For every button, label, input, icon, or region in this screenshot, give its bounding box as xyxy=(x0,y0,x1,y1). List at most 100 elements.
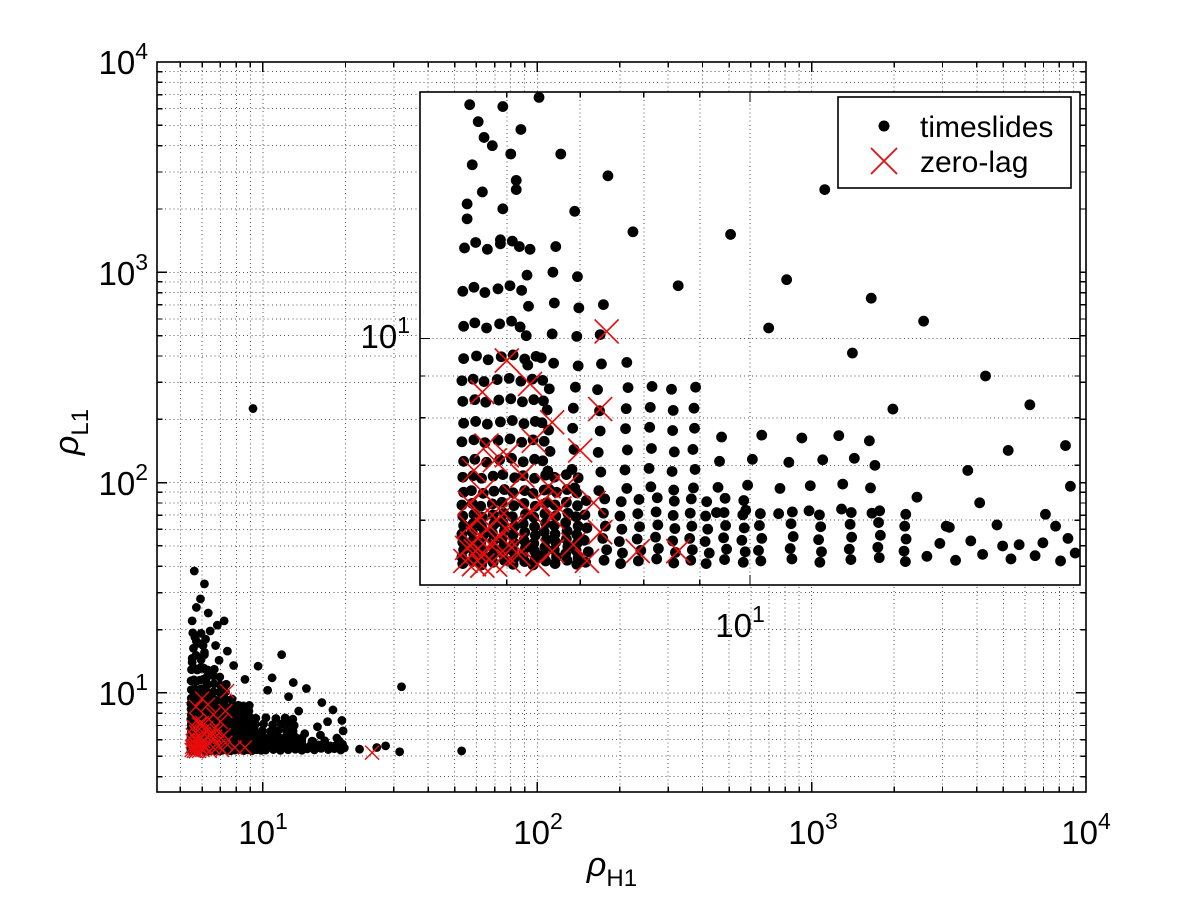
scatter-point xyxy=(625,538,651,564)
scatter-point xyxy=(596,358,607,370)
scatter-point xyxy=(528,490,554,516)
inset-scatter-area xyxy=(452,92,1080,579)
scatter-point xyxy=(773,508,785,520)
scatter-point xyxy=(598,554,610,566)
scatter-point xyxy=(581,490,607,516)
scatter-point xyxy=(493,394,505,406)
scatter-point xyxy=(196,594,205,604)
scatter-point xyxy=(900,508,912,520)
scatter-point xyxy=(528,538,540,549)
scatter-point xyxy=(205,626,215,636)
scatter-point xyxy=(689,464,701,475)
scatter-point xyxy=(550,241,562,252)
scatter-point xyxy=(492,434,504,446)
scatter-point xyxy=(816,546,827,558)
scatter-point xyxy=(505,541,532,567)
scatter-point xyxy=(643,463,655,474)
scatter-point xyxy=(650,531,661,543)
scatter-point xyxy=(529,472,540,484)
scatter-point xyxy=(476,511,488,523)
scatter-point xyxy=(481,322,492,334)
scatter-point xyxy=(571,330,583,342)
scatter-point xyxy=(468,281,480,293)
scatter-point xyxy=(593,485,605,497)
scatter-point xyxy=(510,174,522,186)
scatter-point xyxy=(284,692,293,702)
scatter-point xyxy=(567,422,579,434)
scatter-point xyxy=(712,481,724,493)
scatter-point xyxy=(740,504,752,516)
zero-lag-series xyxy=(452,318,691,579)
scatter-point xyxy=(457,513,483,539)
scatter-point xyxy=(667,425,679,436)
scatter-point xyxy=(200,579,209,589)
scatter-point xyxy=(496,496,508,508)
scatter-point xyxy=(323,717,332,727)
scatter-point xyxy=(688,482,699,494)
scatter-point xyxy=(667,404,679,416)
scatter-point xyxy=(209,664,219,674)
scatter-point xyxy=(519,526,531,538)
scatter-point xyxy=(721,543,732,555)
scatter-point xyxy=(473,432,500,459)
scatter-point xyxy=(599,493,611,505)
scatter-point xyxy=(672,280,684,292)
scatter-point xyxy=(253,661,263,671)
inset-gridlines xyxy=(420,92,1080,585)
zero-lag-marker-icon xyxy=(870,147,898,175)
scatter-point xyxy=(257,726,267,736)
scatter-point xyxy=(229,661,239,670)
y-tick-label: 103 xyxy=(98,249,148,292)
scatter-point xyxy=(602,170,614,182)
scatter-point xyxy=(921,550,933,562)
scatter-point xyxy=(214,655,224,665)
scatter-point xyxy=(457,490,483,516)
scatter-point xyxy=(863,435,875,447)
scatter-point xyxy=(205,740,221,756)
scatter-point xyxy=(214,742,230,758)
scatter-point xyxy=(814,509,825,521)
scatter-point xyxy=(546,495,572,522)
scatter-point xyxy=(467,373,479,385)
scatter-point xyxy=(1064,480,1076,492)
inset-tick-marks xyxy=(420,92,1080,585)
scatter-point xyxy=(848,452,860,464)
scatter-point xyxy=(395,747,405,757)
scatter-point xyxy=(188,743,204,759)
scatter-point xyxy=(669,523,681,534)
scatter-point xyxy=(685,554,697,566)
scatter-point xyxy=(718,507,730,518)
scatter-point xyxy=(1037,537,1049,549)
scatter-point xyxy=(494,442,520,468)
scatter-point xyxy=(273,726,283,736)
scatter-point xyxy=(666,383,677,395)
scatter-point xyxy=(997,540,1009,552)
scatter-point xyxy=(569,205,581,217)
scatter-point xyxy=(702,523,714,535)
scatter-point xyxy=(263,685,273,695)
scatter-point xyxy=(572,520,584,532)
scatter-point xyxy=(516,436,528,448)
scatter-point xyxy=(487,470,499,482)
scatter-point xyxy=(506,315,517,327)
main-axes-frame xyxy=(156,61,1087,793)
scatter-point xyxy=(965,535,977,547)
scatter-point xyxy=(506,452,517,464)
scatter-point xyxy=(977,548,989,560)
scatter-point xyxy=(300,729,310,739)
scatter-point xyxy=(632,508,644,520)
scatter-point xyxy=(338,726,348,736)
scatter-point xyxy=(632,555,644,567)
scatter-point xyxy=(458,417,470,429)
scatter-point xyxy=(690,381,701,393)
scatter-point xyxy=(221,695,231,704)
scatter-point xyxy=(513,241,525,252)
scatter-point xyxy=(301,684,311,693)
scatter-point xyxy=(355,744,364,754)
scatter-point xyxy=(510,184,522,195)
scatter-point xyxy=(481,418,493,430)
scatter-point xyxy=(595,466,607,478)
scatter-point xyxy=(294,706,304,716)
scatter-point xyxy=(548,297,560,309)
scatter-point xyxy=(836,503,847,515)
